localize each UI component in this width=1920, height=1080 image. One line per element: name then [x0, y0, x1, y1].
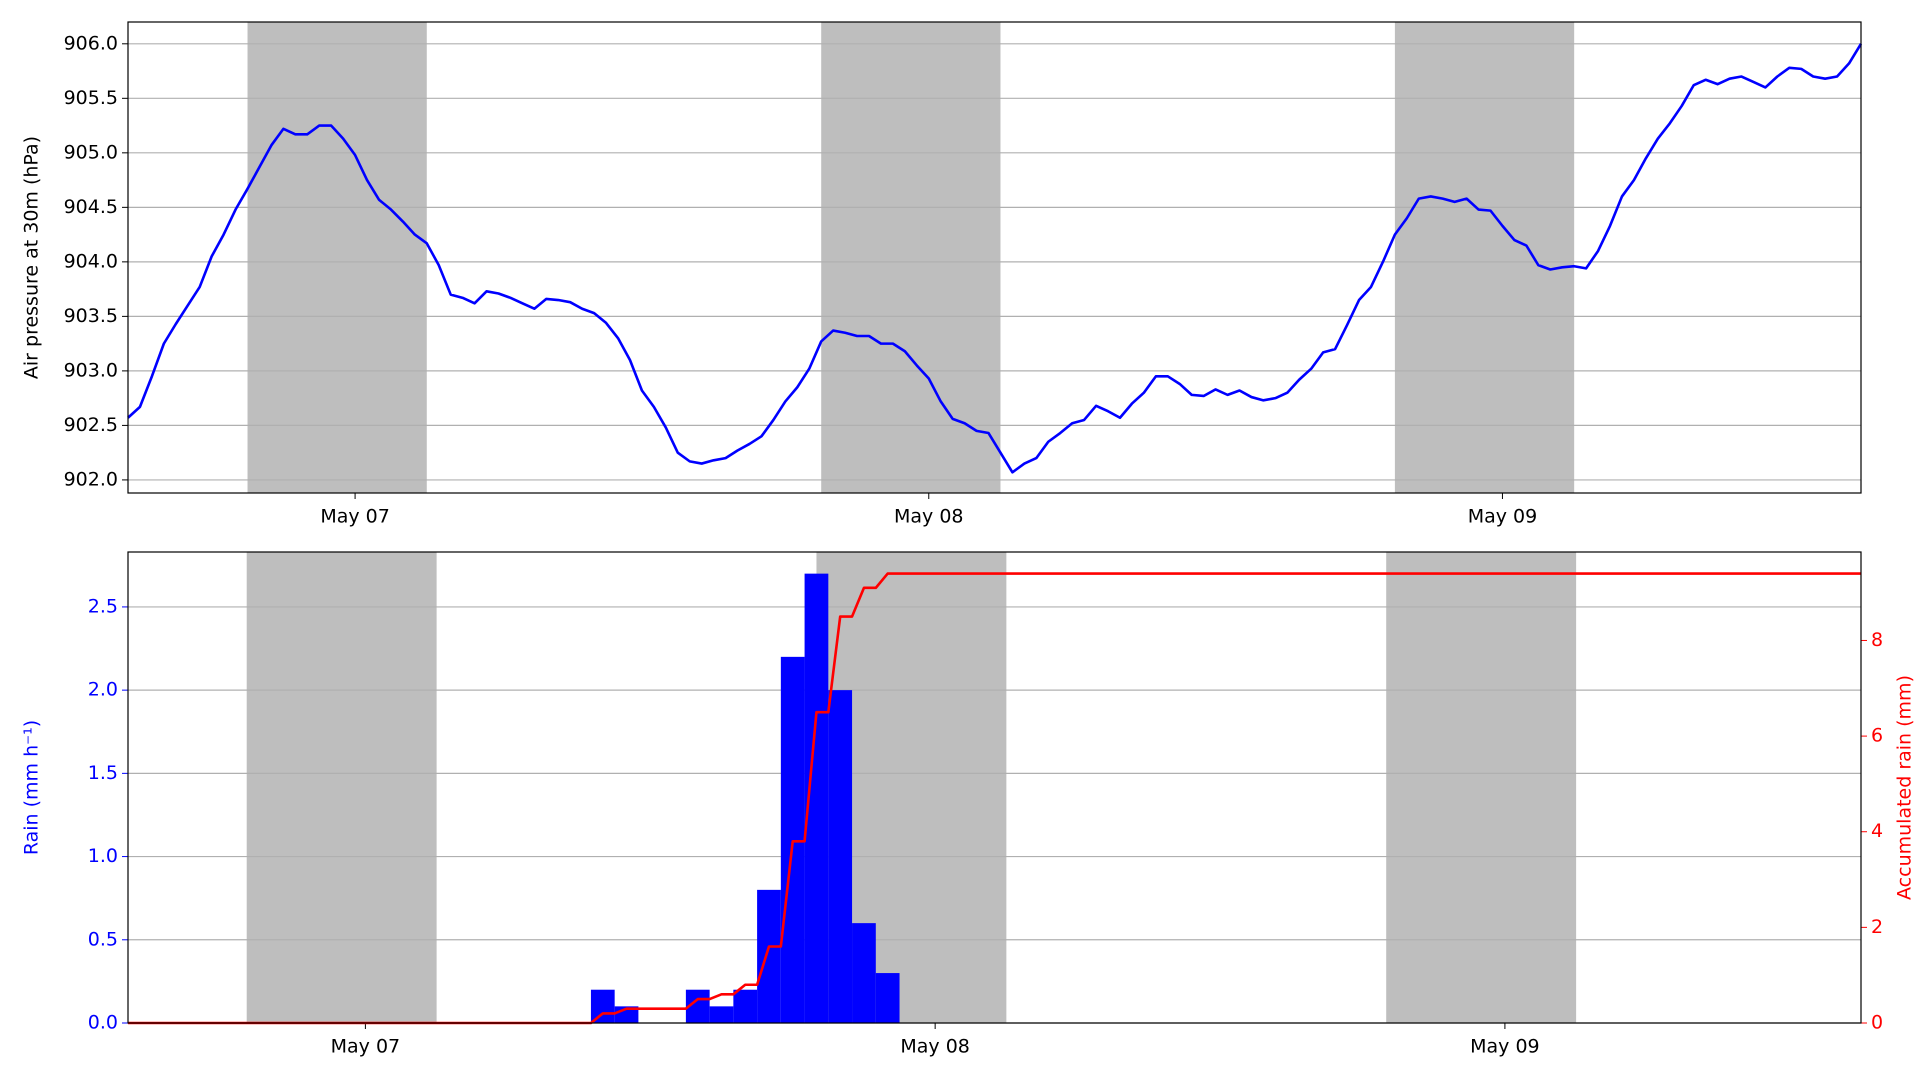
y2-tick-label: 0	[1871, 1012, 1883, 1034]
x-tick-label: May 08	[900, 1036, 970, 1058]
y-tick-label: 2.5	[88, 595, 118, 617]
line	[127, 43, 1863, 474]
y2-axis-label: Accumulated rain (mm)	[1894, 675, 1916, 900]
y-tick-label: 905.5	[64, 87, 118, 109]
y-tick-label: 903.5	[64, 305, 118, 327]
bar	[590, 989, 615, 1023]
subplot: 0.0 0.5 1.0 1.5 2.0 2.5 0 2 4 6 8 May 07 May 08 May 0…	[21, 551, 1916, 1058]
bar	[804, 573, 829, 1023]
y2-tick-label: 8	[1871, 629, 1883, 651]
axes-frame	[127, 21, 1862, 494]
x-tick-label: May 07	[320, 506, 390, 528]
axes-frame	[127, 551, 1862, 1024]
y-tick-label: 902.0	[64, 468, 118, 490]
y-axis-label: Air pressure at 30m (hPa)	[21, 136, 43, 379]
bar	[757, 889, 781, 1023]
bar	[875, 973, 900, 1023]
y-tick-label: 1.5	[88, 762, 118, 784]
subplot: 902.0 902.5 903.0 903.5 904.0 904.5 905.0 905.5…	[21, 21, 1863, 528]
y2-tick-label: 6	[1871, 725, 1883, 747]
night-shading	[246, 552, 437, 1023]
bar	[709, 1006, 734, 1023]
bar	[780, 656, 805, 1023]
x-tick-label: May 07	[331, 1036, 401, 1058]
y-tick-label: 2.0	[88, 679, 118, 701]
bar	[852, 923, 876, 1023]
night-shading	[247, 22, 427, 493]
x-tick-label: May 08	[894, 506, 964, 528]
x-tick-label: May 09	[1468, 506, 1538, 528]
y-tick-label: 905.0	[64, 141, 118, 163]
y-tick-label: 0.5	[88, 928, 118, 950]
y-tick-label: 906.0	[64, 32, 118, 54]
line	[128, 572, 1861, 1025]
y-tick-label: 903.0	[64, 359, 118, 381]
y-tick-label: 904.5	[64, 196, 118, 218]
y-tick-label: 1.0	[88, 845, 118, 867]
y2-tick-label: 2	[1871, 916, 1883, 938]
y-tick-label: 902.5	[64, 414, 118, 436]
y2-tick-label: 4	[1871, 820, 1883, 842]
night-shading	[821, 22, 1001, 493]
y-tick-label: 0.0	[88, 1012, 118, 1034]
bar	[733, 989, 758, 1023]
y-tick-label: 904.0	[64, 250, 118, 272]
bar	[828, 690, 853, 1023]
y-axis-label: Rain (mm h⁻¹)	[21, 720, 43, 855]
night-shading	[1386, 552, 1577, 1023]
night-shading	[1394, 22, 1575, 493]
x-tick-label: May 09	[1470, 1036, 1540, 1058]
